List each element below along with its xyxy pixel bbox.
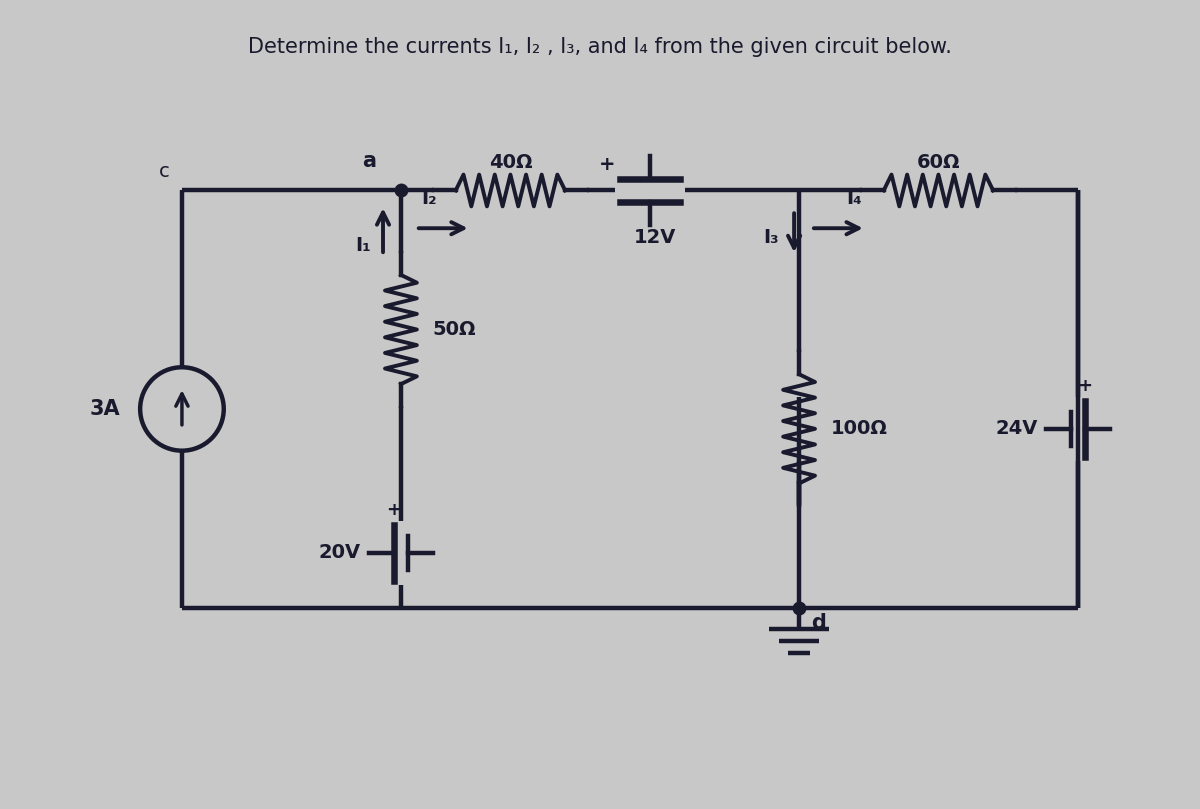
Text: 60Ω: 60Ω [917, 153, 960, 172]
Text: I₁: I₁ [355, 235, 371, 255]
Text: 20V: 20V [319, 544, 361, 562]
Text: 50Ω: 50Ω [433, 320, 476, 339]
Text: 100Ω: 100Ω [830, 419, 888, 438]
Text: c: c [160, 162, 170, 180]
Text: Determine the currents I₁, I₂ , I₃, and I₄ from the given circuit below.: Determine the currents I₁, I₂ , I₃, and … [248, 36, 952, 57]
Text: a: a [362, 150, 376, 171]
Text: I₃: I₃ [763, 228, 779, 248]
Text: 12V: 12V [634, 228, 676, 248]
Text: 3A: 3A [90, 399, 120, 419]
Text: 40Ω: 40Ω [488, 153, 532, 172]
Text: +: + [599, 155, 614, 174]
Text: d: d [811, 612, 826, 633]
Text: I₄: I₄ [846, 189, 862, 209]
Text: I₂: I₂ [421, 189, 437, 209]
Text: +: + [386, 502, 402, 519]
Text: +: + [1078, 377, 1092, 395]
Text: 24V: 24V [996, 419, 1038, 438]
